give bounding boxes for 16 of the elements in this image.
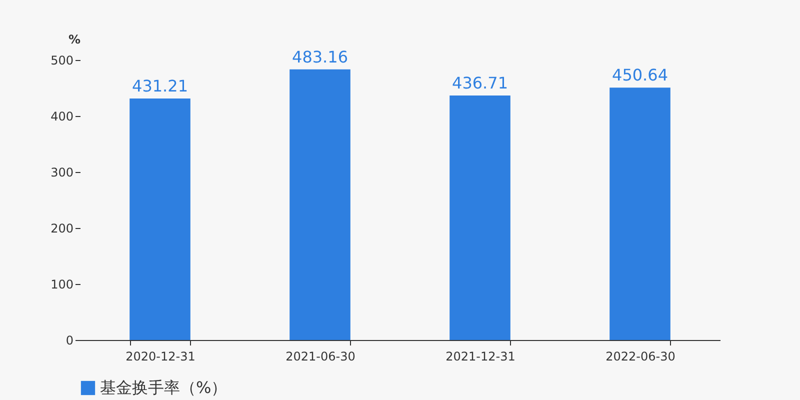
x-tick-label: 2022-06-30: [606, 350, 676, 364]
y-tick-label: 100: [50, 278, 74, 292]
data-label: 483.16: [292, 47, 348, 66]
y-tick-label: 300: [50, 166, 74, 180]
x-tick-label: 2020-12-31: [126, 350, 196, 364]
x-tick-label: 2021-06-30: [286, 350, 356, 364]
x-tick-label: 2021-12-31: [446, 350, 516, 364]
y-axis-title: %: [68, 32, 80, 46]
data-label: 431.21: [132, 76, 188, 96]
data-label: 436.71: [452, 73, 508, 92]
y-tick-label: 400: [50, 110, 74, 124]
y-tick-label: 200: [50, 222, 74, 236]
y-tick-label: 0: [66, 334, 74, 348]
y-tick-label: 500: [50, 54, 74, 68]
data-label: 450.64: [612, 66, 668, 85]
legend-label: 基金换手率（%）: [100, 378, 228, 397]
